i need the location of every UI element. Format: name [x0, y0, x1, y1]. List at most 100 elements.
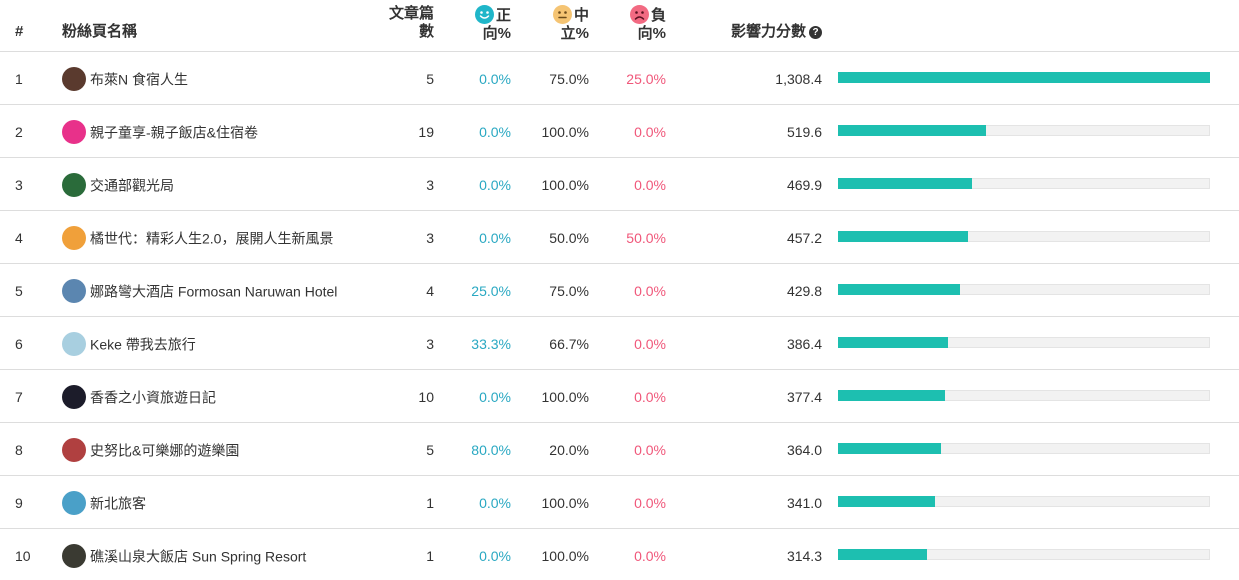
influence-bar-track — [838, 443, 1210, 454]
row-positive-percent: 80.0% — [471, 442, 511, 458]
row-page-name[interactable]: 橘世代：精彩人生2.0，展開人生新風景 — [62, 225, 334, 251]
row-influence-score: 1,308.4 — [775, 71, 822, 87]
page-avatar-icon[interactable] — [62, 226, 86, 251]
row-page-name-text[interactable]: 橘世代：精彩人生2.0，展開人生新風景 — [90, 230, 334, 247]
frown-face-icon — [629, 5, 649, 24]
row-influence-score: 341.0 — [786, 495, 822, 511]
influence-bar-fill — [838, 549, 927, 560]
header-neutral-line2: 立% — [560, 25, 589, 42]
row-page-name[interactable]: 新北旅客 — [62, 490, 146, 516]
row-page-name[interactable]: Keke 帶我去旅行 — [62, 331, 196, 357]
row-rank: 8 — [15, 442, 23, 458]
table-row: 3 交通部觀光局 3 0.0% 100.0% 0.0% 469.9 — [0, 158, 1239, 211]
row-post-count: 19 — [418, 124, 434, 140]
row-page-name[interactable]: 布萊N 食宿人生 — [62, 66, 188, 92]
row-influence-score: 469.9 — [786, 177, 822, 193]
influence-bar-track — [838, 337, 1210, 348]
influence-bar-track — [838, 549, 1210, 560]
row-rank: 6 — [15, 336, 23, 352]
row-neutral-percent: 66.7% — [549, 336, 589, 352]
row-negative-percent: 0.0% — [634, 389, 666, 405]
page-avatar-icon[interactable] — [62, 438, 86, 463]
row-rank: 7 — [15, 389, 23, 405]
header-negative-line2: 向% — [637, 25, 666, 42]
header-post-count-line2: 數 — [418, 23, 434, 40]
header-neutral: 中 立% — [530, 5, 589, 43]
influence-bar-fill — [838, 284, 960, 295]
row-negative-percent: 0.0% — [634, 124, 666, 140]
row-neutral-percent: 20.0% — [549, 442, 589, 458]
row-page-name-text[interactable]: 史努比&可樂娜的遊樂園 — [90, 442, 240, 459]
page-avatar-icon[interactable] — [62, 385, 86, 410]
row-neutral-percent: 100.0% — [541, 389, 589, 405]
influence-bar-track — [838, 390, 1210, 401]
row-page-name[interactable]: 史努比&可樂娜的遊樂園 — [62, 437, 240, 463]
influence-bar-fill — [838, 443, 941, 454]
influence-bar-fill — [838, 390, 945, 401]
row-negative-percent: 0.0% — [634, 177, 666, 193]
row-page-name-text[interactable]: 交通部觀光局 — [90, 177, 174, 194]
row-post-count: 1 — [426, 495, 434, 511]
row-negative-percent: 0.0% — [634, 283, 666, 299]
page-avatar-icon[interactable] — [62, 120, 86, 145]
page-avatar-icon[interactable] — [62, 67, 86, 92]
row-page-name[interactable]: 親子童享-親子飯店&住宿卷 — [62, 119, 258, 145]
influence-bar-track — [838, 72, 1210, 83]
row-page-name[interactable]: 交通部觀光局 — [62, 172, 174, 198]
row-negative-percent: 0.0% — [634, 336, 666, 352]
row-page-name[interactable]: 礁溪山泉大飯店 Sun Spring Resort — [62, 543, 307, 569]
row-influence-score: 377.4 — [786, 389, 822, 405]
row-influence-score: 386.4 — [786, 336, 822, 352]
row-negative-percent: 0.0% — [634, 495, 666, 511]
row-neutral-percent: 75.0% — [549, 71, 589, 87]
row-neutral-percent: 50.0% — [549, 230, 589, 246]
page-avatar-icon[interactable] — [62, 332, 86, 357]
row-rank: 2 — [15, 124, 23, 140]
row-post-count: 10 — [418, 389, 434, 405]
row-negative-percent: 50.0% — [626, 230, 666, 246]
header-post-count-line1: 文章篇 — [388, 5, 434, 22]
row-page-name[interactable]: 娜路彎大酒店 Formosan Naruwan Hotel — [62, 278, 338, 304]
row-page-name-text[interactable]: 娜路彎大酒店 Formosan Naruwan Hotel — [90, 283, 338, 300]
table-header: # 粉絲頁名稱 文章篇 數 正 向% 中 立% 負 向% 影響力分數? — [0, 0, 1239, 52]
page-avatar-icon[interactable] — [62, 544, 86, 569]
row-positive-percent: 0.0% — [479, 230, 511, 246]
row-positive-percent: 0.0% — [479, 124, 511, 140]
table-row: 1 布萊N 食宿人生 5 0.0% 75.0% 25.0% 1,308.4 — [0, 52, 1239, 105]
table-row: 2 親子童享-親子飯店&住宿卷 19 0.0% 100.0% 0.0% 519.6 — [0, 105, 1239, 158]
table-row: 7 香香之小資旅遊日記 10 0.0% 100.0% 0.0% 377.4 — [0, 370, 1239, 423]
influence-bar-track — [838, 284, 1210, 295]
influence-bar-fill — [838, 337, 948, 348]
row-neutral-percent: 100.0% — [541, 124, 589, 140]
row-negative-percent: 0.0% — [634, 548, 666, 564]
row-page-name-text[interactable]: Keke 帶我去旅行 — [90, 336, 196, 353]
table-body: 1 布萊N 食宿人生 5 0.0% 75.0% 25.0% 1,308.4 2 親子童享-親子飯… — [0, 52, 1239, 580]
row-neutral-percent: 100.0% — [541, 548, 589, 564]
row-page-name-text[interactable]: 布萊N 食宿人生 — [90, 71, 188, 88]
page-avatar-icon[interactable] — [62, 173, 86, 198]
page-avatar-icon[interactable] — [62, 279, 86, 304]
row-page-name-text[interactable]: 新北旅客 — [90, 495, 146, 512]
row-neutral-percent: 100.0% — [541, 495, 589, 511]
help-question-icon[interactable]: ? — [809, 26, 822, 39]
row-post-count: 4 — [426, 283, 434, 299]
row-influence-score: 519.6 — [786, 124, 822, 140]
row-rank: 5 — [15, 283, 23, 299]
influence-bar-fill — [838, 496, 935, 507]
influence-bar-track — [838, 231, 1210, 242]
row-post-count: 5 — [426, 442, 434, 458]
header-post-count: 文章篇 數 — [380, 5, 434, 41]
row-page-name-text[interactable]: 礁溪山泉大飯店 Sun Spring Resort — [90, 548, 307, 565]
row-influence-score: 429.8 — [786, 283, 822, 299]
header-page-name: 粉絲頁名稱 — [62, 23, 138, 40]
row-page-name-text[interactable]: 香香之小資旅遊日記 — [90, 389, 216, 406]
row-page-name[interactable]: 香香之小資旅遊日記 — [62, 384, 216, 410]
row-rank: 9 — [15, 495, 23, 511]
header-negative-line1: 負 — [650, 7, 666, 24]
page-avatar-icon[interactable] — [62, 491, 86, 516]
row-page-name-text[interactable]: 親子童享-親子飯店&住宿卷 — [90, 124, 258, 141]
header-influence-score-label: 影響力分數 — [730, 23, 806, 40]
influence-bar-fill — [838, 231, 968, 242]
influence-bar-track — [838, 178, 1210, 189]
